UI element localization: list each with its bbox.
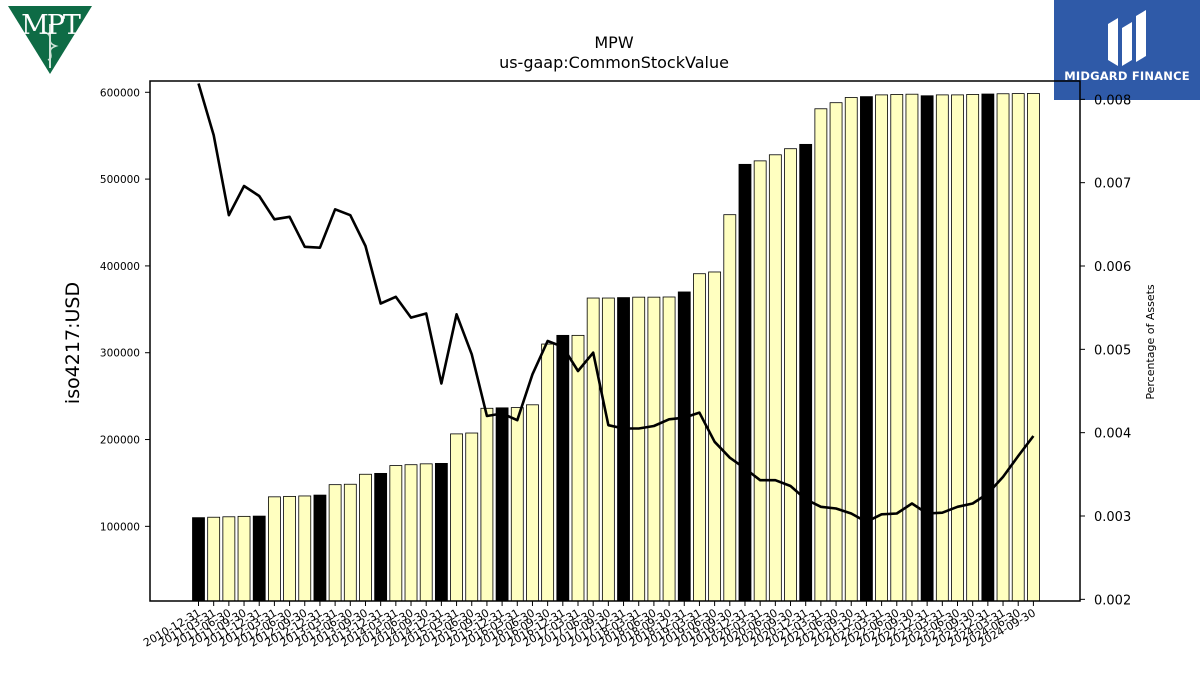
bar (768, 154, 782, 602)
y2-tick-label: 0.005 (1094, 343, 1131, 358)
bar (419, 463, 433, 602)
bar (1027, 93, 1040, 602)
y-tick-label: 500000 (100, 174, 140, 186)
y2-tick-label: 0.003 (1094, 510, 1131, 525)
y2-tick-label: 0.008 (1094, 93, 1131, 108)
bar (510, 407, 524, 602)
bar (313, 494, 327, 602)
bar (617, 297, 630, 602)
midgard-finance-logo: MIDGARD FINANCE (1054, 0, 1200, 100)
bar-series (192, 93, 1040, 602)
bar (267, 496, 281, 602)
bar (784, 148, 797, 602)
bar (283, 495, 296, 602)
bar (875, 94, 888, 602)
bar (343, 483, 357, 602)
bar (434, 462, 448, 602)
bar (571, 334, 585, 602)
bar (298, 495, 312, 602)
bar (252, 515, 266, 602)
bar (799, 143, 813, 602)
y-tick-label: 600000 (100, 87, 140, 99)
bar (480, 407, 494, 602)
bar (526, 404, 539, 602)
bar (647, 296, 661, 602)
bar (996, 93, 1010, 602)
y2-axis-label: Percentage of Assets (1144, 284, 1157, 400)
y2-tick-label: 0.007 (1094, 177, 1131, 192)
bar (495, 407, 509, 602)
bar (905, 93, 919, 602)
bar (359, 473, 372, 602)
bar (586, 297, 600, 602)
midgard-mark-icon (1108, 10, 1146, 66)
bar (966, 94, 980, 602)
bar (374, 472, 388, 602)
bar (677, 291, 691, 602)
line-series-layer (197, 83, 1035, 524)
bar (738, 163, 752, 602)
bar (450, 433, 463, 602)
y-axis-label: iso4217:USD (62, 282, 84, 404)
axes: 100000 200000 300000 400000 500000 600000 0.00… (100, 80, 1131, 608)
y2-tick-label: 0.004 (1094, 427, 1131, 442)
bar (753, 160, 767, 602)
bar (951, 94, 964, 602)
bar (328, 484, 342, 602)
bar (829, 102, 843, 602)
bar (981, 93, 995, 602)
chart-subtitle: us-gaap:CommonStockValue (499, 53, 729, 72)
bar (890, 94, 904, 602)
y-tick-label: 100000 (100, 521, 140, 533)
bar (601, 297, 615, 602)
bar (389, 465, 403, 602)
mpt-shield-shape (8, 6, 92, 74)
bar (920, 95, 934, 602)
mpt-logo: MPT (8, 6, 92, 76)
bar (723, 214, 737, 602)
bar (541, 343, 555, 602)
bar (935, 94, 949, 602)
bar (207, 516, 221, 602)
y2-tick-label: 0.006 (1094, 260, 1131, 275)
bar (860, 96, 873, 602)
chart-title: MPW (594, 33, 633, 52)
midgard-brand-text: MIDGARD FINANCE (1064, 69, 1190, 83)
bar (556, 334, 570, 602)
y2-tick-label: 0.002 (1094, 593, 1131, 608)
bar (222, 516, 236, 602)
y-tick-label: 300000 (100, 348, 140, 360)
plot-frame (149, 80, 1081, 602)
bar (192, 517, 205, 602)
percentage-line (197, 83, 1035, 524)
bar (844, 97, 858, 602)
bar (632, 296, 646, 602)
bar (693, 273, 706, 602)
bar (465, 432, 479, 602)
bar (662, 296, 676, 602)
x-tick-labels: 2010-12-312011-03-312011-06-302011-09-30… (141, 601, 1038, 650)
mpt-logo-text: MPT (21, 10, 81, 41)
bar (1011, 93, 1025, 602)
bar (237, 515, 251, 602)
y-tick-label: 400000 (100, 261, 140, 273)
bar (814, 108, 828, 602)
bar (404, 464, 418, 602)
y-tick-label: 200000 (100, 435, 140, 447)
